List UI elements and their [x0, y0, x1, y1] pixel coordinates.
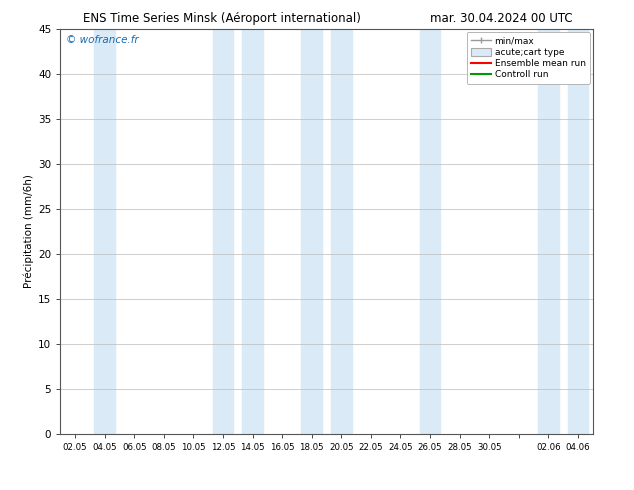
Text: mar. 30.04.2024 00 UTC: mar. 30.04.2024 00 UTC — [430, 12, 572, 25]
Bar — [301, 29, 322, 434]
Bar — [567, 29, 588, 434]
Bar — [331, 29, 352, 434]
Bar — [242, 29, 263, 434]
Bar — [420, 29, 441, 434]
Legend: min/max, acute;cart type, Ensemble mean run, Controll run: min/max, acute;cart type, Ensemble mean … — [467, 32, 590, 84]
Text: © wofrance.fr: © wofrance.fr — [65, 35, 138, 46]
Text: ENS Time Series Minsk (Aéroport international): ENS Time Series Minsk (Aéroport internat… — [83, 12, 361, 25]
Bar — [94, 29, 115, 434]
Y-axis label: Précipitation (mm/6h): Précipitation (mm/6h) — [23, 174, 34, 289]
Bar — [538, 29, 559, 434]
Bar — [212, 29, 233, 434]
